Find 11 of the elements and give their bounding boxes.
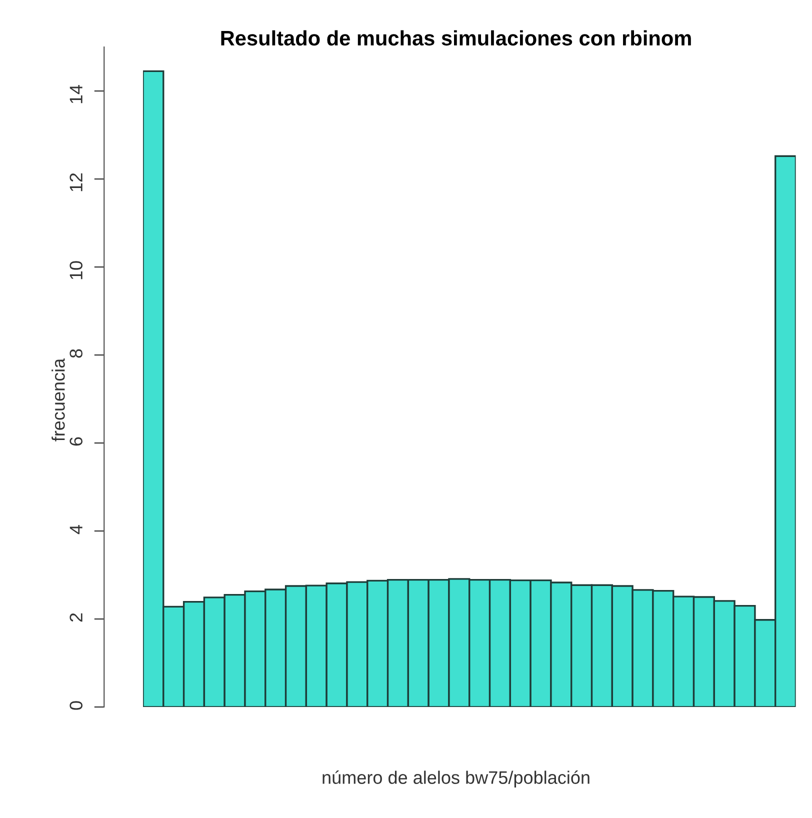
chart-title: Resultado de muchas simulaciones con rbinom [221, 30, 691, 46]
y-tick-label: 0 [70, 701, 82, 710]
y-axis-title: frecuencia [52, 358, 65, 442]
y-tick-label: 4 [70, 524, 82, 534]
y-tick-label: 14 [70, 84, 82, 104]
y-tick-label: 8 [70, 349, 82, 358]
y-tick-label: 2 [70, 613, 82, 622]
x-axis-title: número de alelos bw75/población [322, 770, 590, 788]
y-tick-label: 12 [70, 173, 82, 192]
y-tick-label: 10 [70, 261, 82, 280]
y-tick-label: 6 [70, 437, 82, 446]
